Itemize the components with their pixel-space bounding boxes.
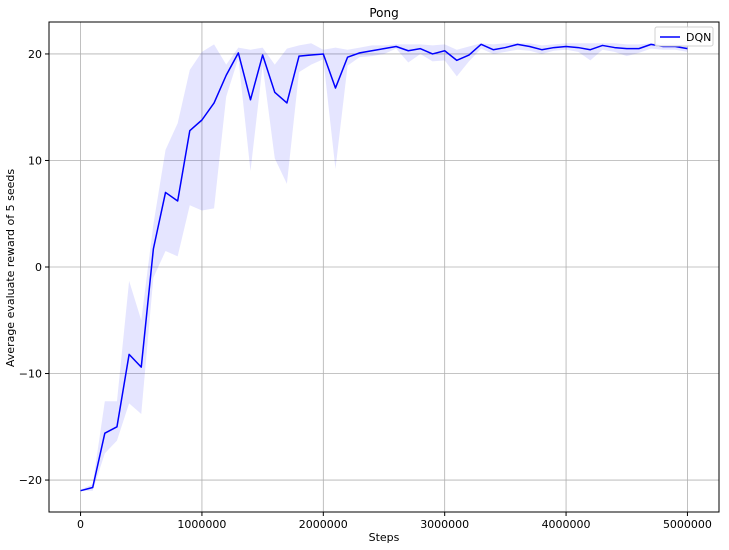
y-tick-label: 10 [28, 154, 42, 167]
x-tick-label: 4000000 [542, 518, 591, 531]
x-tick-label: 1000000 [177, 518, 226, 531]
y-tick-label: −20 [19, 474, 42, 487]
x-tick-label: 3000000 [420, 518, 469, 531]
x-tick-label: 5000000 [663, 518, 712, 531]
legend-box [654, 26, 714, 47]
x-axis-title: Steps [369, 531, 400, 544]
x-tick-label: 2000000 [299, 518, 348, 531]
y-axis-title: Average evaluate reward of 5 seeds [4, 169, 17, 367]
series-lines [80, 43, 688, 492]
y-tick-label: 0 [35, 261, 42, 274]
axis-ticks: 0 1000000 2000000 3000000 4000000 5000000 −20 −… [19, 48, 712, 531]
y-tick-label: −10 [19, 368, 42, 381]
series-line [80, 43, 688, 492]
y-tick-label: 20 [28, 48, 42, 61]
grid [49, 22, 719, 512]
legend-label: DQN [686, 31, 711, 44]
chart-title: Pong [369, 6, 398, 20]
legend: DQN [654, 26, 714, 47]
x-tick-label: 0 [77, 518, 84, 531]
